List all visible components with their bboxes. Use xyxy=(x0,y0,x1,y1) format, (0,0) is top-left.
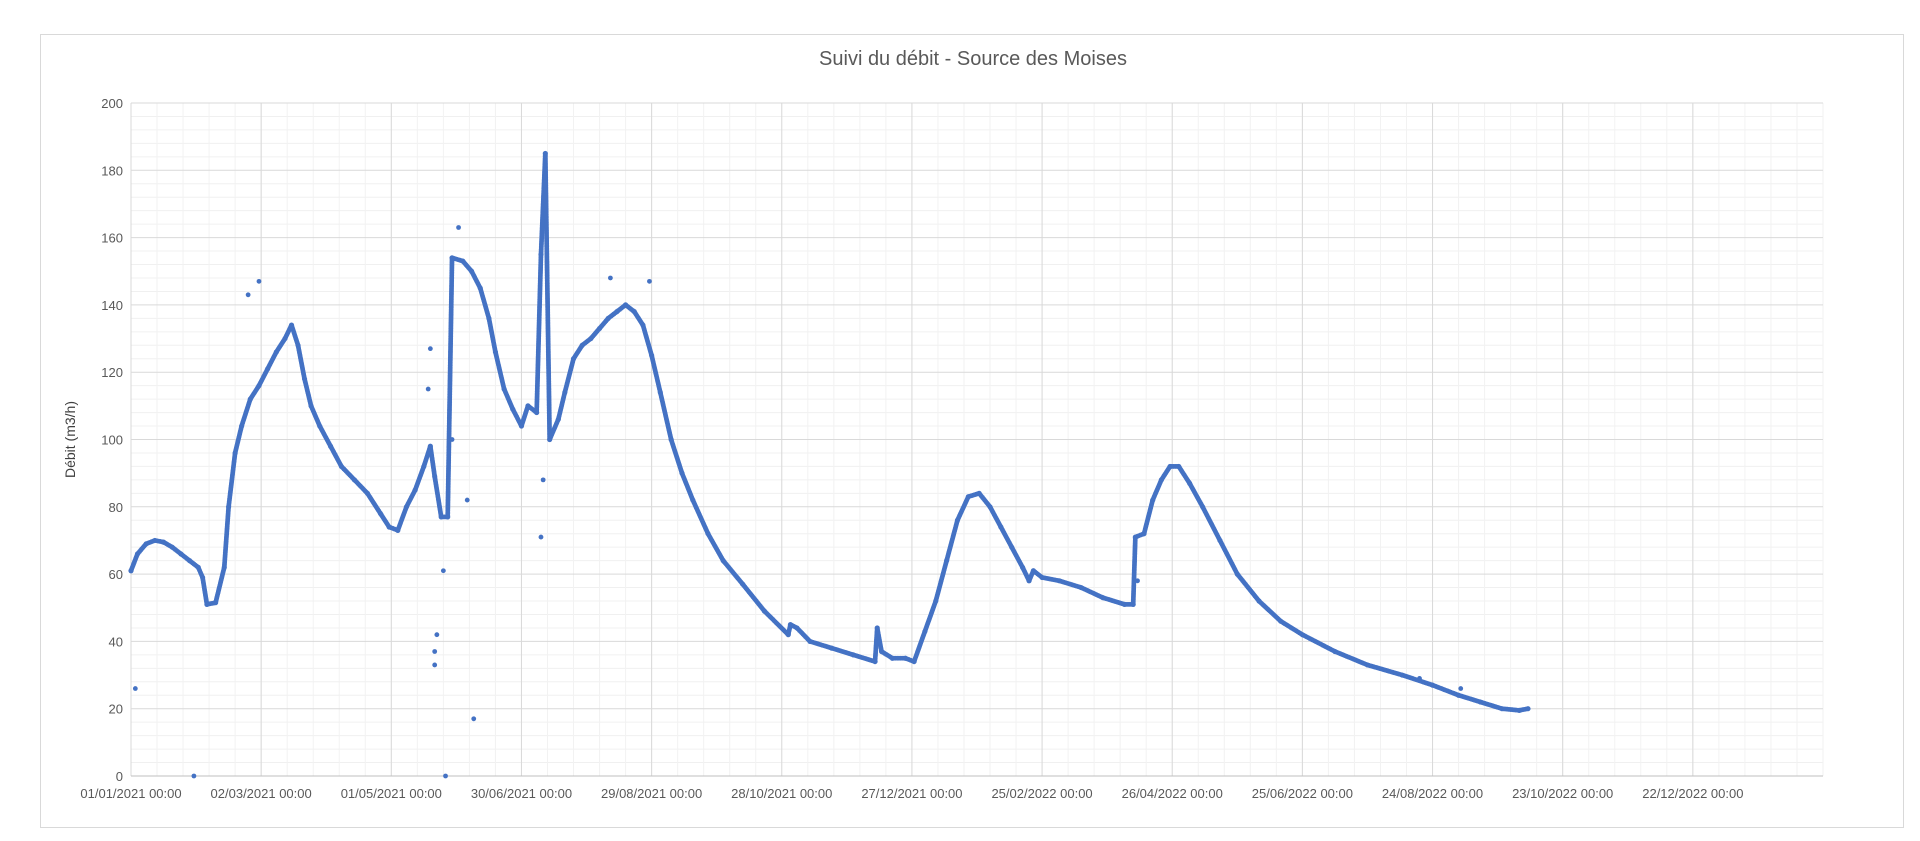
y-tick-label: 200 xyxy=(101,96,123,111)
outlier-point xyxy=(464,497,470,503)
x-tick-label: 30/06/2021 00:00 xyxy=(471,786,572,801)
outlier-point xyxy=(425,386,431,392)
y-tick-label: 140 xyxy=(101,298,123,313)
outlier-point xyxy=(434,632,440,638)
outlier-point xyxy=(471,716,477,722)
outlier-point xyxy=(449,437,455,442)
x-tick-label: 27/12/2021 00:00 xyxy=(861,786,962,801)
x-tick-label: 22/12/2022 00:00 xyxy=(1642,786,1743,801)
outlier-point xyxy=(440,568,446,574)
x-tick-label: 01/01/2021 00:00 xyxy=(80,786,181,801)
x-tick-label: 25/06/2022 00:00 xyxy=(1252,786,1353,801)
y-tick-label: 20 xyxy=(109,702,123,717)
outlier-point xyxy=(132,686,138,691)
y-tick-label: 180 xyxy=(101,163,123,178)
x-tick-label: 02/03/2021 00:00 xyxy=(211,786,312,801)
x-tick-label: 26/04/2022 00:00 xyxy=(1122,786,1223,801)
outlier-point xyxy=(608,275,613,281)
major-gridlines xyxy=(130,102,1823,776)
chart-title: Suivi du débit - Source des Moises xyxy=(819,48,1127,70)
outlier-point xyxy=(443,773,448,779)
data-series xyxy=(128,150,1531,779)
chart-svg: Suivi du débit - Source des Moises 0 20 40… xyxy=(62,48,1824,801)
x-tick-label: 28/10/2021 00:00 xyxy=(731,786,832,801)
y-tick-label: 100 xyxy=(101,433,123,448)
data-point xyxy=(1525,706,1531,712)
x-tick-label: 23/10/2022 00:00 xyxy=(1512,786,1613,801)
outlier-point xyxy=(427,346,433,352)
outlier-point xyxy=(647,278,652,284)
outlier-point xyxy=(191,773,197,779)
y-tick-label: 60 xyxy=(109,567,123,582)
chart-frame: Suivi du débit - Source des Moises 0 20 40… xyxy=(40,34,1904,828)
outlier-point xyxy=(540,477,546,483)
y-tick-label: 0 xyxy=(116,769,123,784)
x-tick-label: 24/08/2022 00:00 xyxy=(1382,786,1483,801)
outlier-point xyxy=(432,649,438,654)
y-axis-tick-labels: 0 20 40 60 80 100 120 140 160 180 200 xyxy=(101,96,123,784)
y-tick-label: 160 xyxy=(101,231,123,246)
outlier-point xyxy=(456,225,461,230)
outlier-point xyxy=(1458,686,1464,691)
x-tick-label: 25/02/2022 00:00 xyxy=(991,786,1092,801)
y-axis-title: Débit (m3/h) xyxy=(62,401,78,478)
outlier-point xyxy=(1135,578,1140,584)
x-tick-label: 01/05/2021 00:00 xyxy=(341,786,442,801)
outlier-point xyxy=(245,292,251,298)
y-tick-label: 40 xyxy=(109,634,123,649)
outlier-point xyxy=(1417,676,1422,681)
y-tick-label: 120 xyxy=(101,365,123,380)
y-tick-label: 80 xyxy=(109,500,123,515)
outlier-point xyxy=(432,662,438,668)
x-axis-tick-labels: 01/01/2021 00:00 02/03/2021 00:00 01/05/20… xyxy=(80,786,1743,801)
outlier-point xyxy=(256,278,262,284)
x-tick-label: 29/08/2021 00:00 xyxy=(601,786,702,801)
outlier-point xyxy=(538,534,544,540)
